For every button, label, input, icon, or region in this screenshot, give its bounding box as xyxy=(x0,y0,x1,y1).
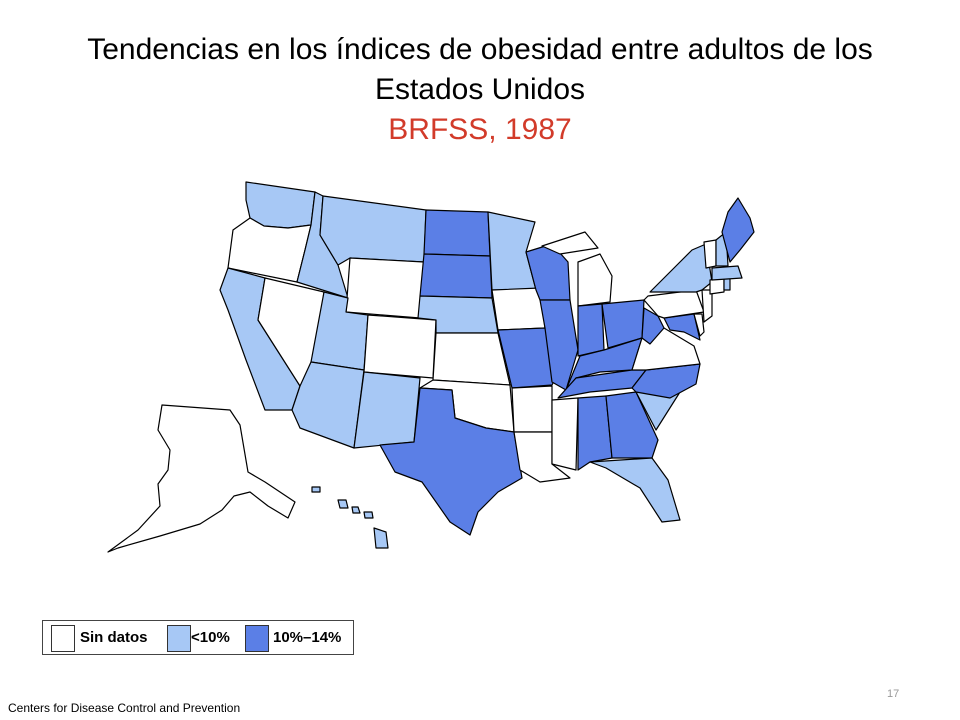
state-nd xyxy=(423,209,491,257)
states-layer xyxy=(107,181,755,553)
legend: Sin datos <10% 10%–14% xyxy=(42,620,354,655)
us-obesity-map xyxy=(107,181,755,553)
state-me xyxy=(721,197,755,263)
map-title: Tendencias en los índices de obesidad en… xyxy=(87,33,873,106)
state-mt xyxy=(319,195,427,266)
state-ma xyxy=(711,265,743,281)
state-mi-part-1 xyxy=(577,253,613,307)
state-al xyxy=(577,395,613,471)
state-de xyxy=(693,313,705,337)
state-co xyxy=(363,314,437,379)
state-ny xyxy=(649,243,713,293)
state-nm xyxy=(353,371,421,449)
state-fl xyxy=(589,457,681,523)
state-tx xyxy=(379,387,523,536)
state-in xyxy=(577,303,605,357)
legend-swatch-lt10 xyxy=(167,625,191,652)
state-vt xyxy=(703,239,717,269)
title-block: Tendencias en los índices de obesidad en… xyxy=(40,30,920,150)
state-ak xyxy=(107,404,296,553)
legend-label-lt10: <10% xyxy=(191,629,230,646)
state-hi-part-3 xyxy=(351,506,361,514)
page-number: 17 xyxy=(887,688,900,700)
state-ms xyxy=(551,397,579,471)
state-hi-part-5 xyxy=(311,486,321,493)
state-sd xyxy=(419,253,493,299)
legend-swatch-no-data xyxy=(51,625,75,652)
legend-label-10-14: 10%–14% xyxy=(273,629,342,646)
state-ar xyxy=(511,385,553,433)
legend-swatch-10-14 xyxy=(245,625,269,652)
state-wy xyxy=(345,257,425,319)
state-mi-part-2 xyxy=(541,231,599,255)
state-ri xyxy=(723,277,731,291)
state-hi-part-4 xyxy=(363,511,374,519)
footer-credit: Centers for Disease Control and Preventi… xyxy=(8,701,241,715)
state-wv xyxy=(641,307,665,345)
map-subtitle: BRFSS, 1987 xyxy=(388,113,572,146)
state-nj xyxy=(701,289,713,323)
state-ia xyxy=(491,287,546,331)
state-ga xyxy=(605,391,659,459)
legend-label-no-data: Sin datos xyxy=(80,629,148,646)
state-hi-part-1 xyxy=(373,527,389,549)
state-hi-part-2 xyxy=(337,499,349,509)
state-ks xyxy=(432,332,511,386)
